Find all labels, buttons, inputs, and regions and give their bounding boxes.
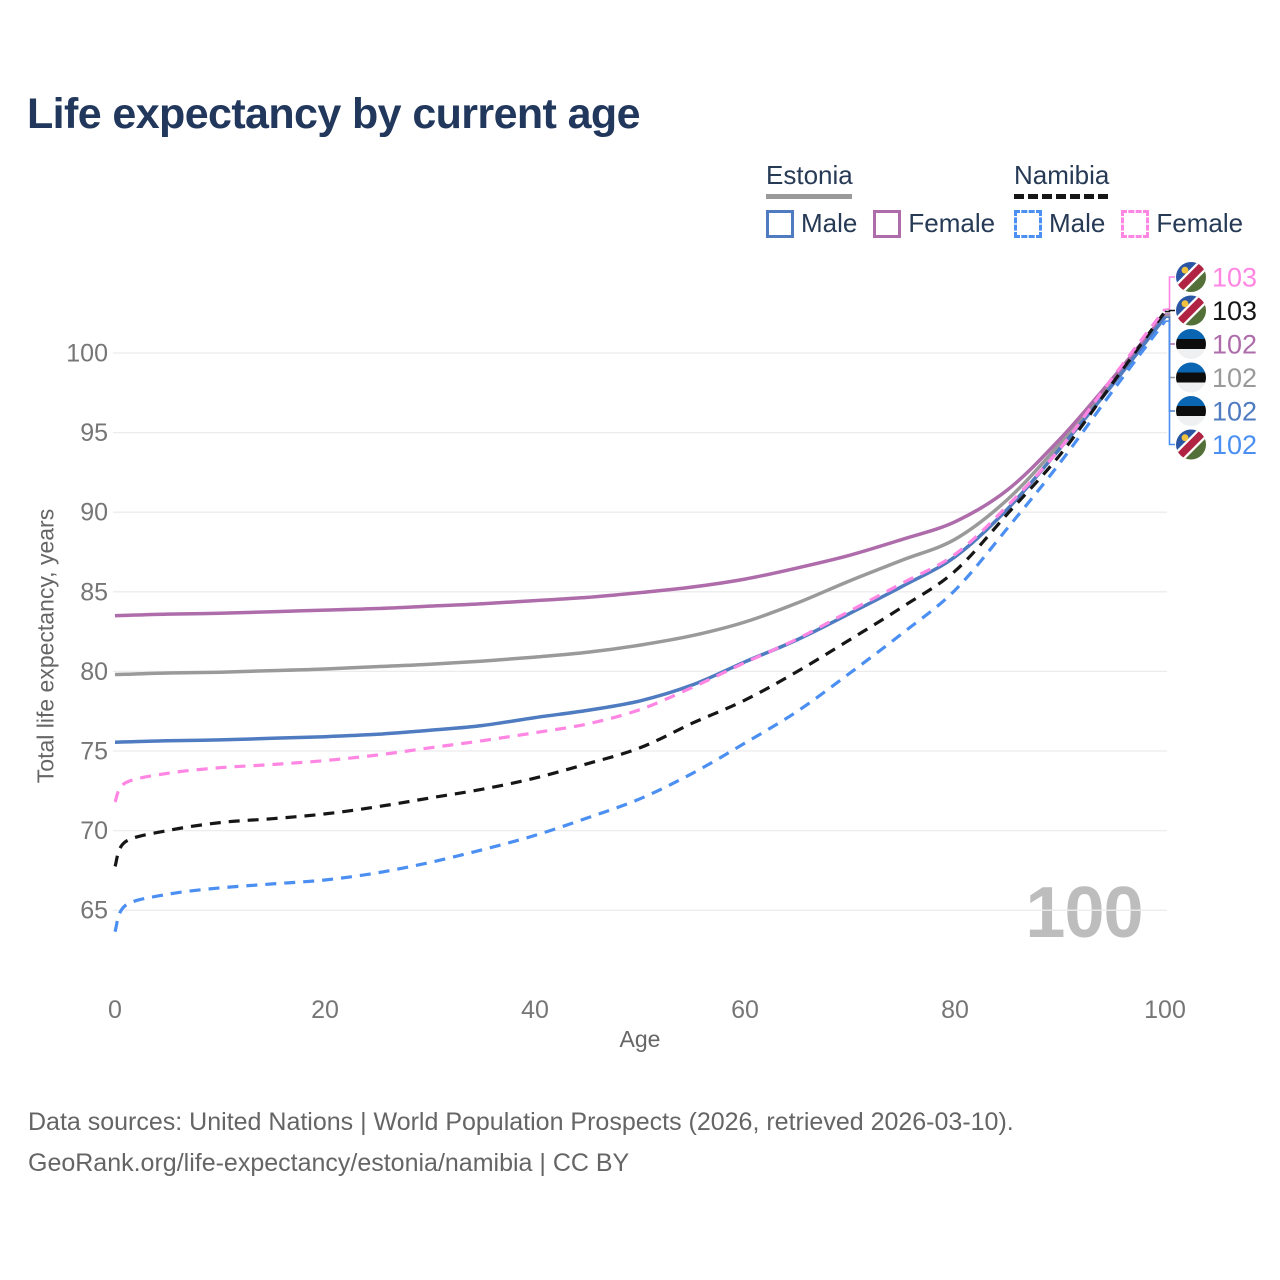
- x-tick-label: 80: [941, 996, 969, 1024]
- end-value-label-estonia-male: 102: [1212, 397, 1257, 427]
- series-line-estonia-male[interactable]: [114, 316, 1167, 744]
- namibia-female-swatch-icon: [1121, 209, 1150, 238]
- namibia-flag-icon: [1172, 258, 1210, 296]
- legend-country-estonia[interactable]: Estonia: [766, 160, 853, 190]
- series-line-estonia-female[interactable]: [114, 312, 1167, 618]
- footer: Data sources: United Nations | World Pop…: [28, 1102, 1014, 1184]
- end-label-connector: [1165, 276, 1175, 310]
- y-tick-label: 70: [80, 817, 108, 845]
- y-axis-title: Total life expectancy, years: [32, 508, 59, 784]
- estonia-flag-icon: [1176, 396, 1206, 426]
- y-tick-label: 100: [66, 340, 108, 368]
- page-title: Life expectancy by current age: [27, 90, 641, 138]
- y-tick-label: 95: [80, 419, 108, 447]
- end-value-label-namibia-both-sexes: 103: [1212, 296, 1257, 326]
- legend-item-estonia-female[interactable]: Female: [873, 208, 995, 239]
- x-tick-label: 60: [731, 996, 759, 1024]
- footer-attribution: GeoRank.org/life-expectancy/estonia/nami…: [28, 1149, 630, 1177]
- x-tick-label: 20: [311, 996, 339, 1024]
- series-line-namibia-female[interactable]: [113, 308, 1167, 803]
- estonia-flag-icon: [1176, 363, 1206, 393]
- legend-country-namibia[interactable]: Namibia: [1014, 160, 1110, 190]
- current-age-watermark: 100: [1025, 873, 1143, 953]
- end-value-label-namibia-female: 103: [1212, 263, 1257, 293]
- y-tick-label: 85: [80, 578, 108, 606]
- series-line-namibia-both-sexes[interactable]: [113, 310, 1167, 868]
- estonia-flag-icon: [1176, 329, 1206, 359]
- y-tick-label: 75: [80, 738, 108, 766]
- end-label-connector: [1165, 309, 1175, 313]
- y-tick-label: 90: [80, 499, 108, 527]
- y-tick-label: 65: [80, 897, 108, 925]
- footer-data-sources: Data sources: United Nations | World Pop…: [28, 1108, 1014, 1136]
- legend-item-estonia-male[interactable]: Male: [766, 208, 857, 239]
- namibia-flag-icon: [1172, 292, 1210, 330]
- x-tick-label: 0: [108, 996, 122, 1024]
- legend-item-label: Female: [908, 208, 996, 238]
- namibia-flag-icon: [1172, 426, 1210, 464]
- series-line-namibia-male[interactable]: [113, 320, 1167, 933]
- estonia-female-swatch-icon: [873, 209, 902, 238]
- namibia-overall-line-swatch: [1014, 194, 1108, 199]
- legend-item-label: Male: [1049, 208, 1106, 238]
- end-value-label-namibia-male: 102: [1212, 430, 1257, 460]
- legend-item-label: Male: [801, 208, 858, 238]
- legend-item-namibia-male[interactable]: Male: [1014, 208, 1105, 239]
- estonia-overall-line-swatch: [766, 194, 852, 199]
- estonia-male-swatch-icon: [766, 209, 794, 238]
- series-line-estonia-both-sexes[interactable]: [114, 314, 1167, 677]
- x-tick-label: 100: [1144, 996, 1186, 1024]
- namibia-male-swatch-icon: [1014, 209, 1042, 238]
- end-label-connector: [1165, 320, 1175, 446]
- x-axis-title: Age: [619, 1026, 661, 1052]
- end-value-label-estonia-both-sexes: 102: [1212, 363, 1257, 393]
- legend-item-namibia-female[interactable]: Female: [1121, 208, 1243, 239]
- y-tick-label: 80: [80, 658, 108, 686]
- end-value-label-estonia-female: 102: [1212, 330, 1257, 360]
- legend-group-namibia: Namibia Male Female: [1014, 160, 1259, 239]
- legend-group-estonia: Estonia Male Female: [766, 160, 1011, 239]
- x-tick-label: 40: [521, 996, 549, 1024]
- legend-item-label: Female: [1156, 208, 1244, 238]
- series-layer: [113, 308, 1167, 933]
- grid-layer: 65 70 75 80 85 90 95 100 0 20 40 60 80 100: [66, 340, 1186, 1025]
